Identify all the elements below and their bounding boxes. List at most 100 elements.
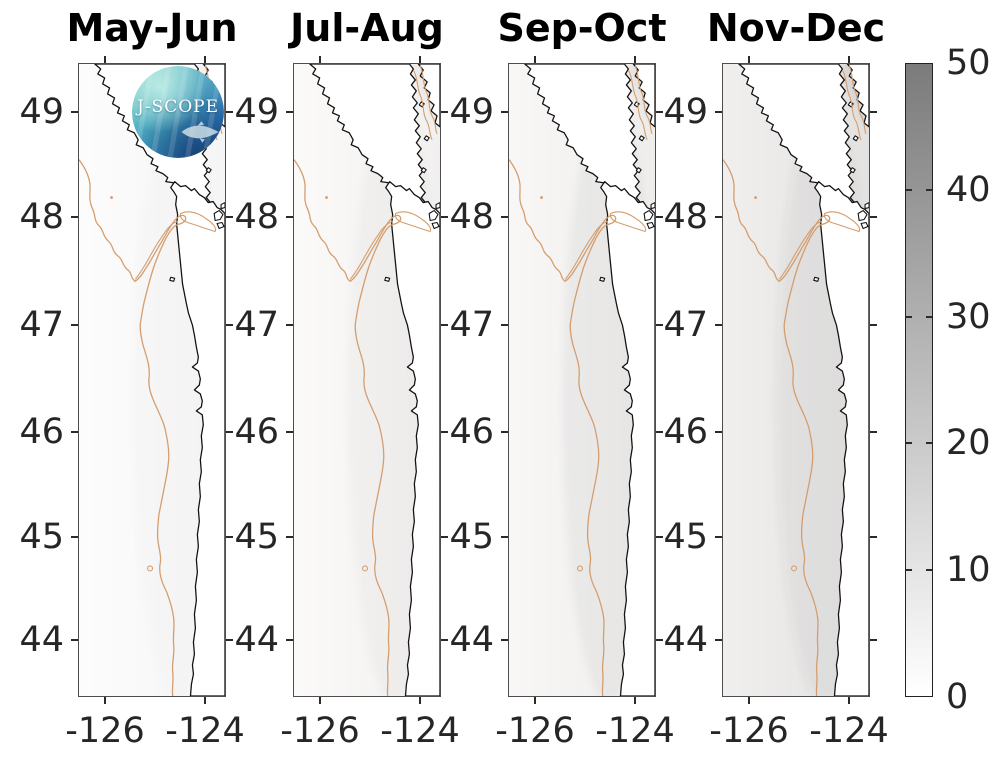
lat-axis-label: 47: [663, 305, 708, 345]
map-canvas: [79, 64, 225, 696]
lon-axis-label: -126: [709, 711, 789, 751]
axis-tick: [286, 536, 293, 538]
coastline-washington-oregon: [170, 180, 225, 696]
axis-tick: [286, 431, 293, 433]
axis-tick: [656, 431, 663, 433]
axis-tick: [501, 536, 508, 538]
axis-tick: [441, 639, 448, 641]
lat-axis-label: 46: [663, 412, 708, 452]
closed-contour-bank: [147, 565, 154, 572]
lat-axis-label: 49: [663, 92, 708, 132]
colorbar-tick-label: 30: [946, 296, 991, 337]
coastline-bc-mainland: [846, 64, 869, 128]
axis-tick: [656, 111, 663, 113]
colorbar-tick: [926, 315, 932, 318]
lon-axis-label: -124: [595, 711, 675, 751]
georgia-contour-2: [634, 65, 653, 135]
lon-axis-label: -124: [165, 711, 245, 751]
lat-axis-label: 46: [234, 412, 279, 452]
jscope-logo-text: J-SCOPE: [137, 97, 219, 118]
axis-tick: [441, 324, 448, 326]
axis-tick: [226, 324, 233, 326]
georgia-contour-1: [627, 69, 648, 141]
georgia-contour-1: [412, 69, 433, 141]
axis-tick: [204, 56, 206, 63]
axis-tick: [319, 56, 321, 63]
lat-axis-label: 45: [19, 517, 64, 557]
lat-axis-label: 45: [663, 517, 708, 557]
georgia-contour-2: [848, 65, 867, 135]
jscope-logo: J-SCOPE: [132, 66, 224, 158]
map-panel-nov-dec: [722, 63, 870, 697]
georgia-contour-1: [841, 69, 862, 141]
shelf-contour-strait-loop: [823, 211, 861, 233]
shelf-contour-main: [509, 159, 617, 696]
axis-tick: [204, 697, 206, 704]
colorbar-tick: [926, 442, 932, 445]
lat-axis-label: 48: [449, 197, 494, 237]
axis-tick: [71, 324, 78, 326]
colorbar-tick: [906, 442, 912, 445]
lat-axis-label: 44: [19, 620, 64, 660]
axis-tick: [286, 111, 293, 113]
shelf-contour-canyon-hook: [778, 220, 822, 280]
axis-tick: [71, 639, 78, 641]
lon-axis-label: -124: [809, 711, 889, 751]
axis-tick: [226, 639, 233, 641]
axis-tick: [71, 536, 78, 538]
colorbar-tick-label: 20: [946, 423, 991, 464]
light-rays-overlay: [132, 66, 224, 158]
axis-tick: [748, 697, 750, 704]
lat-axis-label: 49: [449, 92, 494, 132]
axis-tick: [715, 536, 722, 538]
lat-axis-label: 44: [449, 620, 494, 660]
panel-title-may-jun: May-Jun: [66, 6, 238, 50]
axis-tick: [870, 536, 877, 538]
axis-tick: [501, 216, 508, 218]
shelf-contour-strait-loop: [394, 211, 432, 233]
panel-title-nov-dec: Nov-Dec: [706, 6, 886, 50]
axis-tick: [441, 536, 448, 538]
map-panel-sep-oct: [508, 63, 656, 697]
map-panel-may-jun: J-SCOPE: [78, 63, 226, 697]
map-canvas: [723, 64, 869, 696]
colorbar: [905, 63, 933, 697]
coastline-bc-mainland: [632, 64, 655, 128]
colorbar-tick-label: 50: [946, 43, 991, 83]
lat-axis-label: 48: [663, 197, 708, 237]
axis-tick: [226, 536, 233, 538]
axis-tick: [441, 111, 448, 113]
axis-tick: [419, 697, 421, 704]
lon-axis-label: -126: [280, 711, 360, 751]
lat-axis-label: 45: [234, 517, 279, 557]
lat-axis-label: 47: [234, 305, 279, 345]
lon-axis-label: -124: [380, 711, 460, 751]
axis-tick: [715, 111, 722, 113]
small-islands: [813, 101, 869, 282]
axis-tick: [870, 324, 877, 326]
small-islands: [599, 101, 655, 282]
axis-tick: [501, 111, 508, 113]
axis-tick: [870, 216, 877, 218]
axis-tick: [71, 431, 78, 433]
closed-contour-dot: [754, 196, 757, 199]
colorbar-tick-label: 40: [946, 169, 991, 210]
shelf-contour-canyon-hook: [134, 220, 178, 280]
axis-tick: [656, 216, 663, 218]
axis-tick: [286, 324, 293, 326]
lat-axis-label: 47: [19, 305, 64, 345]
axis-tick: [870, 111, 877, 113]
closed-contour-bank: [577, 565, 584, 572]
axis-tick: [441, 216, 448, 218]
axis-tick: [634, 697, 636, 704]
colorbar-tick: [906, 188, 912, 191]
axis-tick: [104, 697, 106, 704]
axis-tick: [419, 56, 421, 63]
colorbar-tick: [906, 569, 912, 572]
jscope-logo-background: [132, 66, 224, 158]
lat-axis-label: 46: [449, 412, 494, 452]
lat-axis-label: 48: [19, 197, 64, 237]
axis-tick: [748, 56, 750, 63]
shelf-contour-canyon-hook: [349, 220, 393, 280]
